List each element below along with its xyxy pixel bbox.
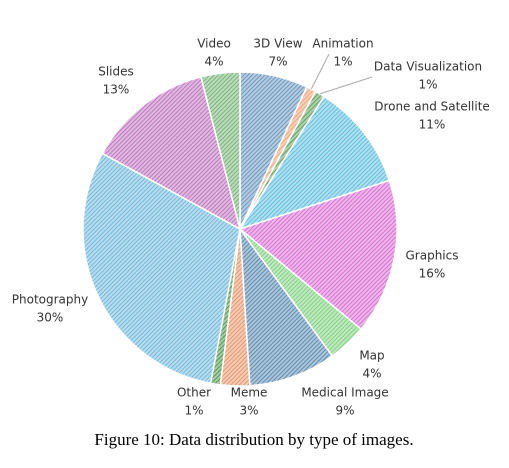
slice-label: Drone and Satellite: [374, 100, 490, 114]
slice-label: Data Visualization: [374, 60, 482, 74]
slice-value-label: 30%: [37, 311, 64, 325]
pie-slice: [200, 71, 241, 230]
leader-line: [319, 76, 373, 95]
slice-value-label: 7%: [268, 55, 287, 69]
pie-slice: [238, 95, 391, 231]
slice-label: Map: [359, 349, 384, 363]
slice-label: Meme: [231, 386, 268, 400]
pie-slice: [101, 76, 242, 231]
slice-label: Animation: [312, 37, 373, 51]
slice-label: Other: [177, 386, 211, 400]
pie: [82, 71, 398, 387]
slice-label: Photography: [12, 293, 88, 307]
slice-value-label: 3%: [239, 404, 258, 418]
pie-slice: [238, 179, 398, 331]
slice-value-label: 1%: [333, 55, 352, 69]
slice-value-label: 1%: [184, 404, 203, 418]
slice-value-label: 4%: [362, 367, 381, 381]
slice-label: Graphics: [406, 249, 459, 263]
slice-value-label: 16%: [419, 267, 446, 281]
pie-slice: [82, 152, 241, 385]
slice-label: Video: [197, 37, 231, 51]
slice-label: 3D View: [253, 37, 302, 51]
slice-value-label: 9%: [335, 404, 354, 418]
leader-line: [310, 53, 330, 90]
slice-value-label: 1%: [418, 78, 437, 92]
slice-value-label: 13%: [103, 83, 130, 97]
slice-value-label: 11%: [419, 118, 446, 132]
slice-value-label: 4%: [204, 55, 223, 69]
slice-label: Medical Image: [301, 386, 388, 400]
caption: Figure 10: Data distribution by type of …: [94, 430, 413, 449]
slice-label: Slides: [98, 65, 134, 79]
pie-slice: [239, 226, 334, 387]
